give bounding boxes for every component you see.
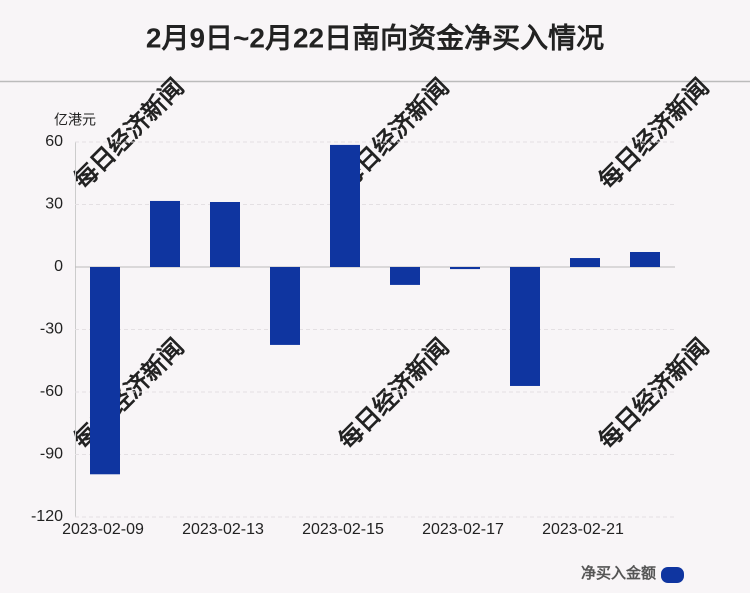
bar	[570, 258, 600, 267]
bar	[210, 202, 240, 267]
bar	[90, 267, 120, 475]
bar	[450, 267, 480, 270]
bar	[390, 267, 420, 285]
y-tick-label: -120	[31, 508, 63, 525]
legend-swatch	[661, 567, 684, 583]
x-tick-label: 2023-02-17	[422, 521, 504, 538]
y-tick-label: -90	[40, 446, 63, 463]
chart-title: 2月9日~2月22日南向资金净买入情况	[146, 21, 604, 53]
bar	[630, 252, 660, 267]
bar	[270, 267, 300, 345]
legend-label: 净买入金额	[581, 564, 656, 582]
x-tick-label: 2023-02-15	[302, 521, 384, 538]
y-tick-label: 60	[45, 133, 63, 150]
bar	[330, 144, 360, 267]
y-tick-label: -60	[40, 383, 63, 400]
y-unit: 亿港元	[54, 112, 96, 128]
y-tick-label: -30	[40, 321, 63, 338]
y-tick-label: 30	[45, 196, 63, 213]
x-tick-label: 2023-02-09	[62, 521, 144, 538]
bar	[150, 200, 180, 267]
x-tick-label: 2023-02-13	[182, 521, 264, 538]
x-tick-label: 2023-02-21	[542, 521, 624, 538]
bar	[510, 267, 540, 386]
y-tick-label: 0	[54, 258, 63, 275]
